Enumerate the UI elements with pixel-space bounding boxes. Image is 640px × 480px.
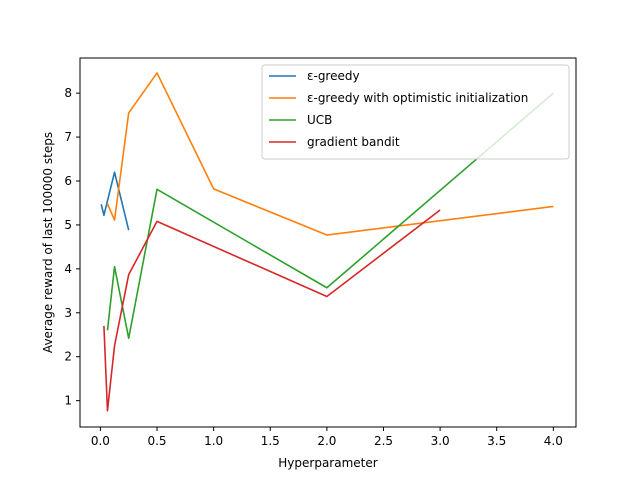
x-tick-label: 4.0 [544, 434, 563, 448]
y-tick-label: 2 [64, 350, 72, 364]
series-line-2 [106, 92, 554, 340]
y-tick-label: 4 [64, 262, 72, 276]
series-line-1 [106, 72, 554, 236]
legend-label: gradient bandit [307, 135, 400, 149]
x-tick-label: 3.5 [487, 434, 506, 448]
x-axis-label: Hyperparameter [278, 456, 377, 470]
plot-area [100, 72, 554, 412]
y-axis-label: Average reward of last 100000 steps [41, 132, 55, 353]
legend-label: ε-greedy with optimistic initialization [307, 91, 528, 105]
x-tick-label: 0.0 [91, 434, 110, 448]
series-line-3 [103, 209, 441, 412]
series-line-0 [100, 171, 130, 231]
y-tick-label: 7 [64, 130, 72, 144]
x-tick-label: 3.0 [431, 434, 450, 448]
axes-frame [79, 57, 577, 428]
y-tick-label: 1 [64, 394, 72, 408]
y-tick-label: 5 [64, 218, 72, 232]
legend-label: UCB [307, 113, 332, 127]
x-axis: 0.0 0.5 1.0 1.5 2.0 2.5 3.0 3.5 4.0 [91, 427, 563, 448]
y-axis: 1 2 3 4 5 6 7 8 [64, 86, 80, 408]
y-tick-label: 8 [64, 86, 72, 100]
legend-label: ε-greedy [307, 69, 360, 83]
legend-box [261, 64, 570, 160]
legend: ε-greedy ε-greedy with optimistic initial… [261, 64, 570, 160]
x-tick-label: 1.5 [261, 434, 280, 448]
x-tick-label: 0.5 [147, 434, 166, 448]
x-tick-label: 2.5 [374, 434, 393, 448]
x-tick-label: 1.0 [204, 434, 223, 448]
x-tick-label: 2.0 [317, 434, 336, 448]
y-tick-label: 3 [64, 306, 72, 320]
y-tick-label: 6 [64, 174, 72, 188]
